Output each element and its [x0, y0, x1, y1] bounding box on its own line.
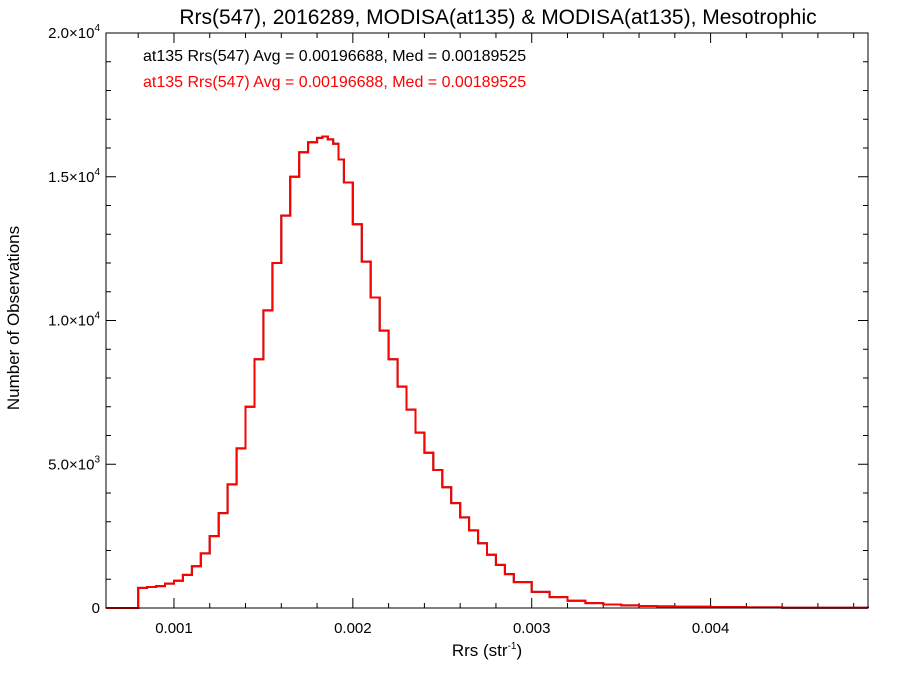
- x-axis-label: Rrs (str-1): [452, 641, 522, 660]
- x-axis-label-suffix: ): [516, 641, 522, 660]
- annotation-line: at135 Rrs(547) Avg = 0.00196688, Med = 0…: [143, 74, 526, 91]
- chart-title: Rrs(547), 2016289, MODISA(at135) & MODIS…: [179, 6, 816, 29]
- plot-frame: [105, 32, 869, 609]
- y-tick-label: 1.5×104: [48, 167, 100, 186]
- y-tick-label-exponent: 4: [94, 167, 100, 178]
- x-axis-label-text: Rrs (str: [452, 641, 508, 660]
- x-axis-label-exponent: -1: [508, 641, 517, 652]
- y-tick-label-mantissa: 1.0×10: [48, 313, 94, 330]
- histogram-series-line: [106, 135, 869, 609]
- annotations: at135 Rrs(547) Avg = 0.00196688, Med = 0…: [143, 48, 526, 91]
- histogram-series-underlay: [106, 135, 869, 609]
- x-tick-label: 0.001: [155, 620, 193, 637]
- x-tick-label: 0.004: [692, 620, 730, 637]
- y-tick-label: 2.0×104: [48, 23, 100, 42]
- y-tick-label: 1.0×104: [48, 311, 100, 330]
- y-axis-label: Number of Observations: [4, 226, 23, 410]
- series-group: [106, 135, 869, 609]
- y-tick-label-mantissa: 0: [92, 600, 100, 617]
- y-tick-label-exponent: 4: [94, 23, 100, 34]
- y-tick-label: 0: [92, 600, 100, 617]
- y-tick-label-mantissa: 5.0×10: [48, 456, 94, 473]
- x-tick-label: 0.002: [334, 620, 372, 637]
- y-tick-label: 5.0×103: [48, 454, 100, 473]
- annotation-line: at135 Rrs(547) Avg = 0.00196688, Med = 0…: [143, 48, 526, 65]
- y-tick-label-mantissa: 1.5×10: [48, 169, 94, 186]
- y-tick-label-exponent: 3: [94, 454, 100, 465]
- y-tick-label-mantissa: 2.0×10: [48, 25, 94, 42]
- y-tick-label-exponent: 4: [94, 311, 100, 322]
- axis-ticks: 0.001 0.002 0.003 0.00405.0×1031.0×1041.5×1…: [48, 23, 868, 637]
- x-tick-label: 0.003: [513, 620, 551, 637]
